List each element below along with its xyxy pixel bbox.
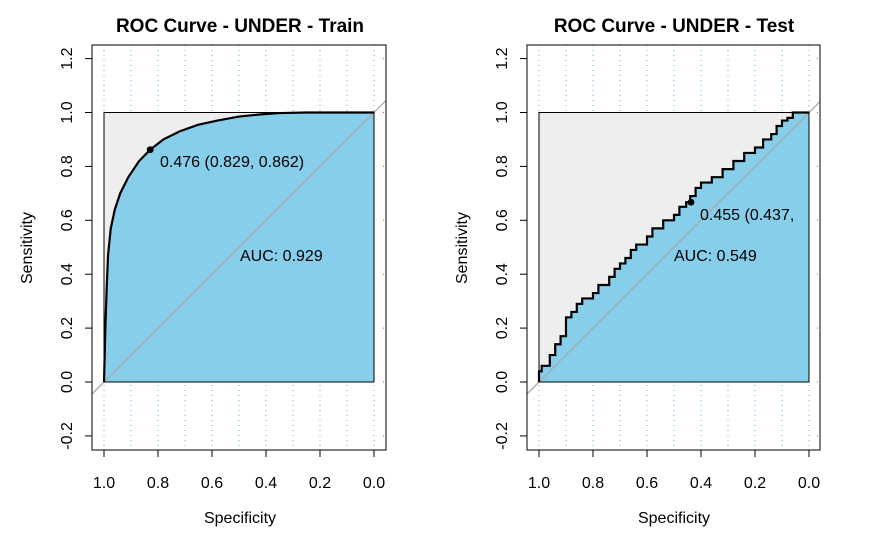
roc-panel-test: 0.455 (0.437, 1.0 0.8 0.6 0.4 0.2 0.0 -0.2 0.0… [454, 16, 821, 527]
y-axis: -0.2 0.0 0.2 0.4 0.6 0.8 1.0 1.2 [59, 47, 92, 450]
roc-curve-line [537, 111, 809, 382]
y-tick-label: 0.4 [494, 263, 511, 285]
plot-frame [91, 44, 387, 451]
y-tick-label: 1.2 [59, 47, 76, 69]
y-tick-label: 0.0 [494, 371, 511, 393]
auc-label: AUC: 0.549 [674, 248, 757, 265]
x-axis-label: Specificity [638, 510, 710, 527]
y-tick-label: 0.6 [59, 209, 76, 231]
threshold-label: 0.476 (0.829, 0.862) [160, 154, 304, 171]
y-tick-label: 1.0 [59, 101, 76, 123]
chart-title: ROC Curve - UNDER - Train [116, 16, 364, 37]
chance-diagonal [527, 100, 820, 395]
chart-title: ROC Curve - UNDER - Test [554, 16, 795, 37]
x-tick-label: 0.8 [582, 475, 604, 492]
y-tick-label: 0.4 [59, 263, 76, 285]
x-tick-label: 0.4 [690, 475, 712, 492]
y-tick-label: -0.2 [59, 422, 76, 450]
x-tick-label: 0.0 [363, 475, 385, 492]
x-tick-label: 0.6 [201, 475, 223, 492]
y-tick-label: 0.8 [494, 155, 511, 177]
y-axis-label: Sensitivity [454, 212, 471, 284]
y-tick-label: 0.2 [59, 317, 76, 339]
y-tick-label: 1.0 [494, 101, 511, 123]
threshold-label: 0.455 (0.437, [700, 207, 794, 224]
x-tick-label: 0.0 [798, 475, 820, 492]
auc-label: AUC: 0.929 [240, 248, 323, 265]
y-tick-label: 0.0 [59, 371, 76, 393]
chance-diagonal [92, 99, 386, 395]
unit-square-outline [103, 112, 375, 383]
y-axis: -0.2 0.0 0.2 0.4 0.6 0.8 1.0 1.2 [494, 47, 527, 450]
y-tick-label: 1.2 [494, 47, 511, 69]
y-tick-label: 0.6 [494, 209, 511, 231]
threshold-point [146, 146, 154, 154]
x-tick-label: 0.6 [636, 475, 658, 492]
threshold-point [687, 198, 695, 206]
x-tick-label: 0.4 [255, 475, 277, 492]
x-tick-label: 0.8 [147, 475, 169, 492]
grid [538, 45, 820, 450]
x-axis: 1.0 0.8 0.6 0.4 0.2 0.0 [528, 450, 820, 492]
y-axis-label: Sensitivity [19, 212, 36, 284]
x-axis-label: Specificity [204, 510, 276, 527]
plot-frame [526, 44, 821, 451]
x-axis: 1.0 0.8 0.6 0.4 0.2 0.0 [93, 450, 385, 492]
roc-panel-train: 1.0 0.8 0.6 0.4 0.2 0.0 -0.20.00.20.40.60.81.… [19, 16, 387, 527]
roc-curve-line [102, 111, 374, 383]
y-tick-label: 0.8 [59, 155, 76, 177]
y-tick-label: -0.2 [494, 422, 511, 450]
y-tick-label: 0.2 [494, 317, 511, 339]
grid [103, 45, 386, 450]
x-tick-label: 1.0 [528, 475, 550, 492]
x-tick-label: 1.0 [93, 475, 115, 492]
unit-square-outline [538, 112, 810, 383]
x-tick-label: 0.2 [309, 475, 331, 492]
x-tick-label: 0.2 [744, 475, 766, 492]
